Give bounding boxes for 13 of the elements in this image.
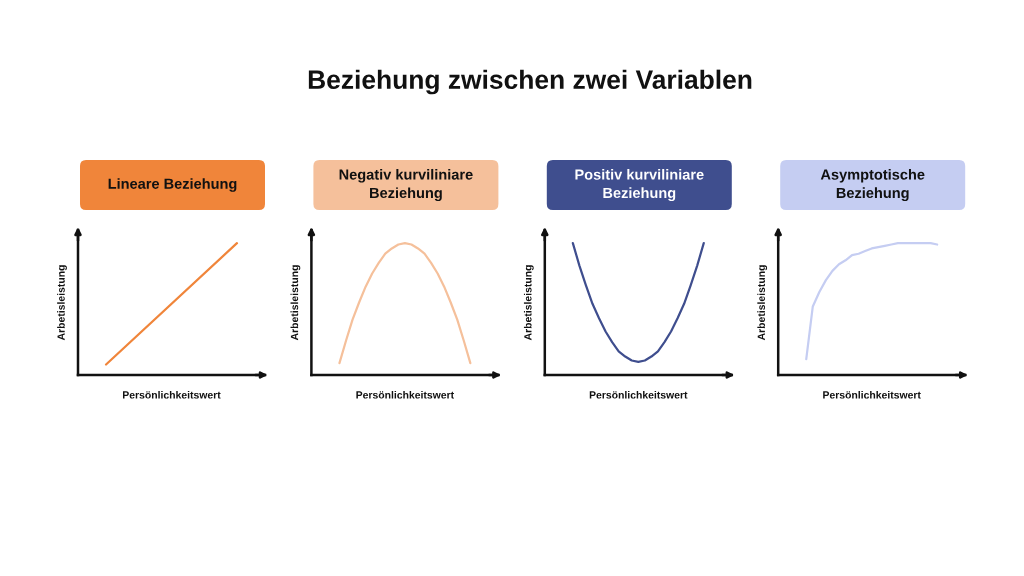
chart-title: Negativ kurviliniare Beziehung — [339, 168, 473, 202]
x-axis-title: Persönlichkeitswert — [823, 390, 921, 399]
x-axis-title: Persönlichkeitswert — [589, 390, 688, 399]
chart-title: Lineare Beziehung — [108, 178, 237, 192]
y-axis-title: Arbetisleistung — [290, 265, 301, 341]
chart-title: Asymptotische Beziehung — [820, 169, 925, 201]
y-axis-title: Arbetisleistung — [57, 265, 67, 341]
text: Beziehung zwischen zwei Variablen — [308, 69, 752, 95]
chart-title: Positiv kurviliniare Beziehung — [575, 169, 704, 201]
x-axis-title: Persönlichkeitswert — [356, 390, 454, 399]
y-axis-title: Arbetisleistung — [523, 265, 534, 341]
x-axis-title: Persönlichkeitswert — [122, 390, 221, 399]
y-axis-title: Arbetisleistung — [757, 265, 768, 341]
